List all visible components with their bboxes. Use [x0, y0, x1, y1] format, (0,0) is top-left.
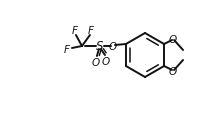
- Text: O: O: [92, 58, 100, 67]
- Text: O: O: [169, 66, 177, 76]
- Text: O: O: [109, 42, 117, 52]
- Text: F: F: [72, 26, 78, 36]
- Text: O: O: [169, 35, 177, 45]
- Text: S: S: [96, 40, 104, 53]
- Text: F: F: [88, 26, 94, 36]
- Text: F: F: [64, 45, 70, 54]
- Text: O: O: [102, 56, 110, 66]
